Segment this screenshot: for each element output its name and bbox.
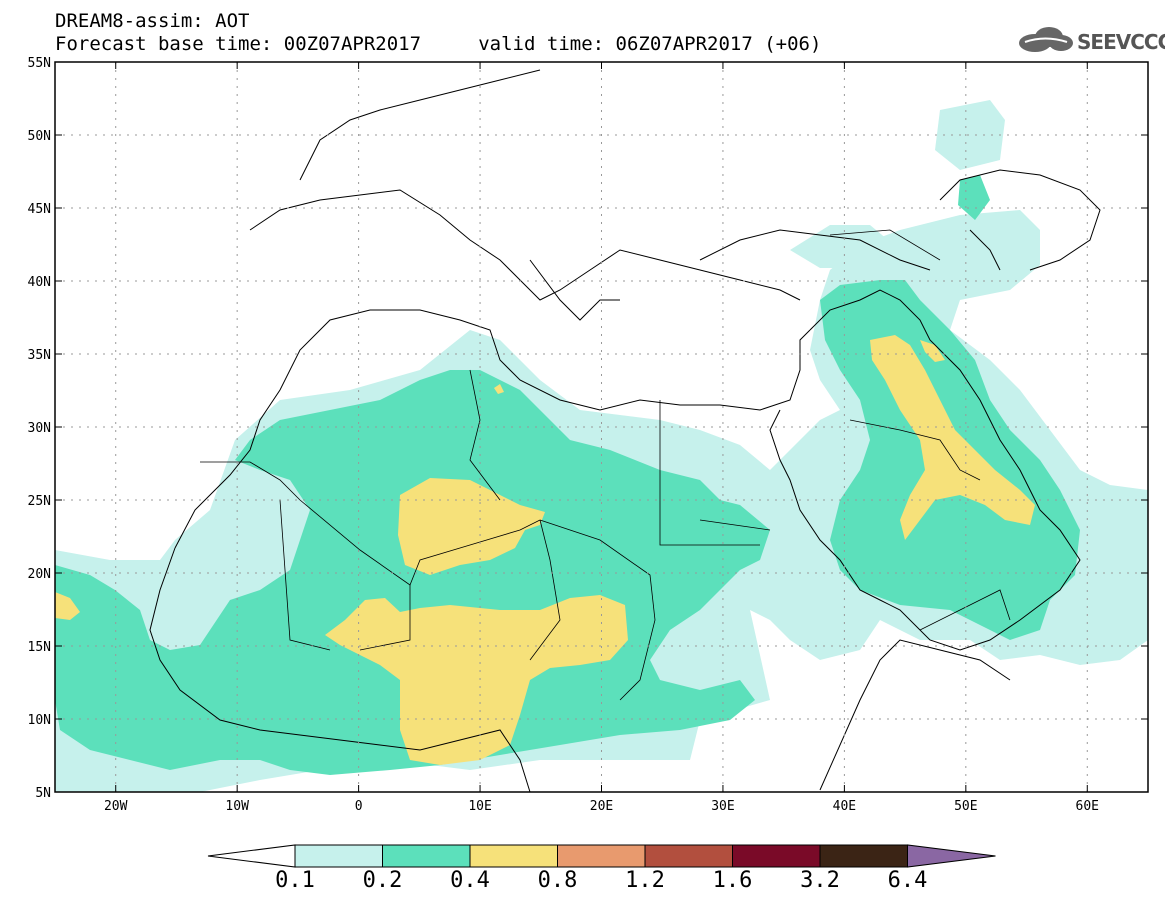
colorbar-label: 0.4 (450, 868, 490, 893)
colorbar-label: 0.2 (362, 868, 403, 893)
colorbar-label: 3.2 (800, 868, 840, 893)
lat-label: 45N (28, 202, 51, 217)
colorbar-swatch (732, 844, 821, 868)
coastlines (149, 69, 1101, 792)
colorbar-label: 1.2 (625, 868, 665, 893)
lon-label: 50E (954, 799, 977, 814)
colorbar-swatch (469, 844, 558, 868)
colorbar-label: 0.8 (537, 868, 578, 893)
map-title: DREAM8-assim: AOT (55, 10, 250, 32)
lon-label: 60E (1076, 799, 1099, 814)
colorbar-label: 6.4 (887, 868, 928, 893)
colorbar-label: 0.1 (275, 868, 315, 893)
forecast-times: Forecast base time: 00Z07APR2017 valid t… (55, 33, 822, 55)
colorbar-label: 1.6 (712, 868, 753, 893)
lat-label: 15N (28, 640, 51, 655)
lon-label: 20E (590, 799, 613, 814)
lon-label: 40E (833, 799, 856, 814)
lat-label: 40N (28, 275, 51, 290)
lat-label: 25N (28, 494, 51, 509)
lon-label: 0 (355, 799, 363, 814)
lat-label: 55N (28, 56, 51, 71)
lat-label: 5N (35, 786, 51, 801)
colorbar (207, 844, 996, 868)
lat-label: 20N (28, 567, 51, 582)
lat-label: 10N (28, 713, 51, 728)
colorbar-swatch (294, 844, 383, 868)
borders (200, 229, 1011, 701)
lat-label: 30N (28, 421, 51, 436)
lat-label: 50N (28, 129, 51, 144)
lon-label: 30E (711, 799, 734, 814)
aot-band-0.4 (55, 335, 1035, 765)
colorbar-swatch (382, 844, 471, 868)
lon-label: 10W (225, 799, 249, 814)
axis-ticks: 55N 50N 45N 40N 35N 30N 25N 20N 15N 10N 5N 20W 10W 0 1… (28, 56, 1148, 814)
gridlines (55, 62, 1148, 792)
colorbar-swatch (819, 844, 908, 868)
seevccc-logo: SEEVCCC (1015, 25, 1165, 55)
lon-label: 20W (104, 799, 128, 814)
lat-label: 35N (28, 348, 51, 363)
cloud-icon (1019, 27, 1073, 52)
lon-label: 10E (468, 799, 491, 814)
colorbar-arrow-high (907, 844, 996, 868)
colorbar-swatch (644, 844, 733, 868)
colorbar-arrow-low (207, 844, 296, 868)
colorbar-swatch (557, 844, 646, 868)
logo-text: SEEVCCC (1077, 30, 1165, 54)
